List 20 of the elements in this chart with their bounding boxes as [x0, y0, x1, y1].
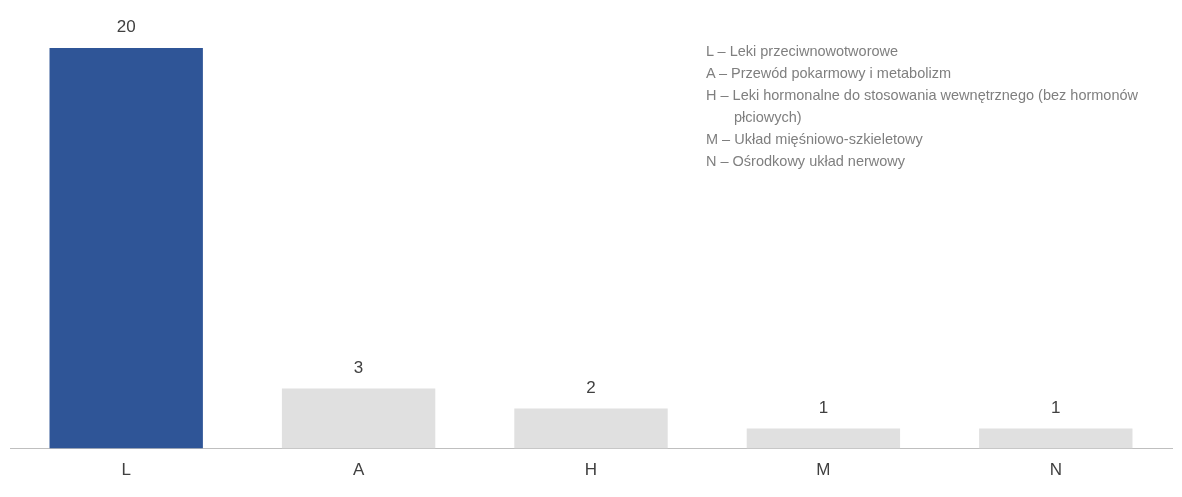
annotation: N – Ośrodkowy układ nerwowy [706, 152, 907, 171]
data-label: 1 [1051, 397, 1061, 417]
bar [746, 428, 901, 449]
bar [49, 48, 203, 449]
bar [979, 428, 1133, 449]
annotation: M – Układ mięśniowo-szkieletowy [706, 130, 924, 149]
x-tick-label: N [1049, 460, 1062, 480]
x-tick-label: A [352, 460, 365, 480]
annotation: L – Leki przeciwnowotworowe [706, 42, 900, 61]
bar [281, 388, 436, 449]
data-label: 2 [586, 377, 596, 397]
x-tick-label: H [584, 460, 598, 480]
x-tick-label: L [121, 460, 131, 480]
bar [514, 408, 668, 449]
data-label: 3 [353, 357, 364, 377]
data-label: 1 [818, 397, 829, 417]
annotation: A – Przewód pokarmowy i metabolizm [706, 64, 952, 83]
x-tick-label: M [816, 460, 831, 480]
data-label: 20 [116, 17, 136, 37]
annotation: H – Leki hormonalne do stosowania wewnętrznego (bez hormonów płciowych) [706, 86, 1140, 127]
